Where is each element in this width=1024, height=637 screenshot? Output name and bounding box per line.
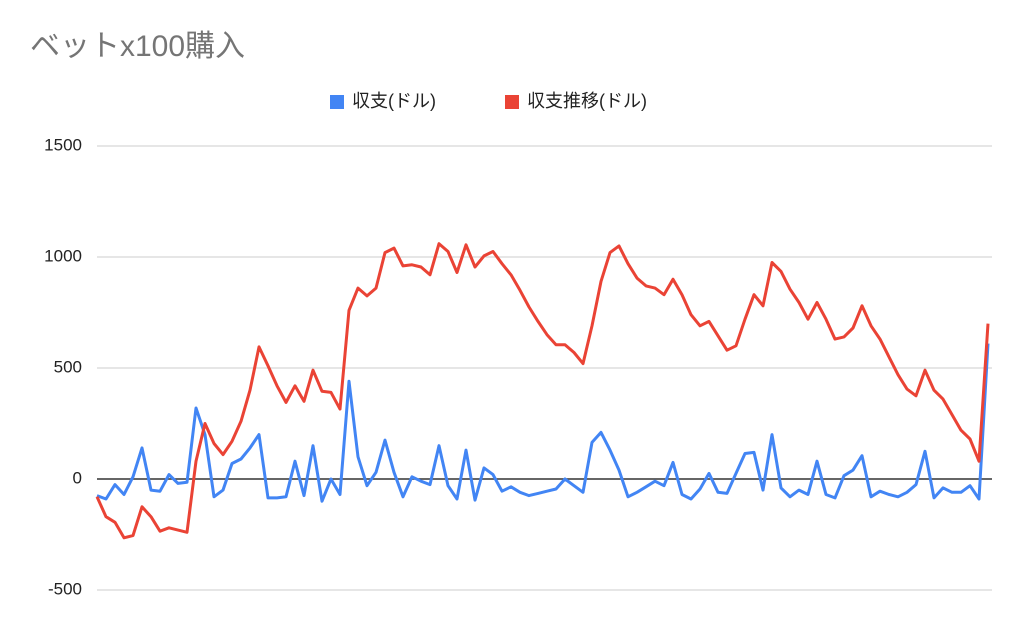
y-tick-label: 1000 (44, 246, 82, 265)
series-line (95, 242, 990, 540)
y-tick-label: 500 (54, 357, 82, 376)
y-tick-label: 1500 (44, 135, 82, 154)
y-tick-label: -500 (48, 579, 82, 598)
legend-swatch (505, 95, 519, 109)
y-tick-label: 0 (73, 468, 82, 487)
legend-label: 収支推移(ドル) (527, 91, 647, 111)
chart-title: ベットx100購入 (30, 30, 245, 63)
legend-label: 収支(ドル) (352, 91, 436, 111)
series-line (96, 343, 990, 503)
legend-swatch (330, 95, 344, 109)
